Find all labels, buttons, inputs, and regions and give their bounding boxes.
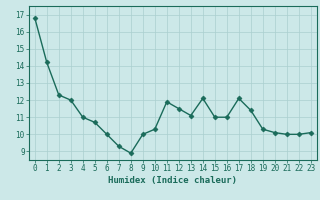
X-axis label: Humidex (Indice chaleur): Humidex (Indice chaleur) [108, 176, 237, 185]
